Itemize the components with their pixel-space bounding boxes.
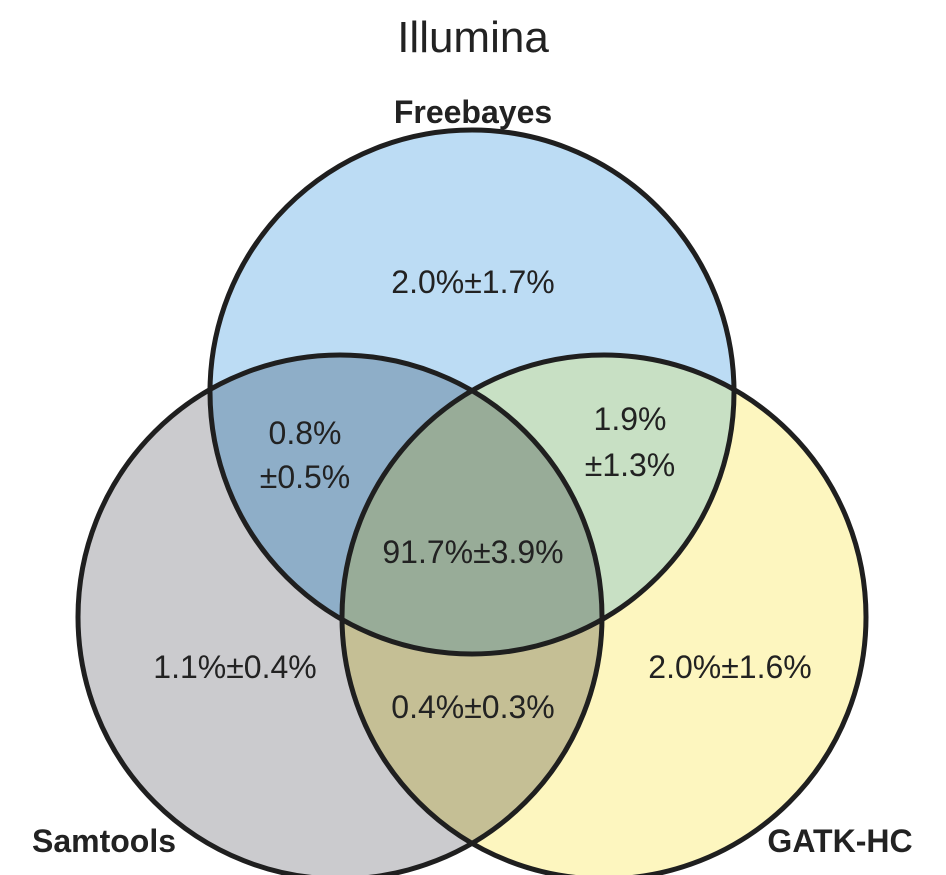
samtools-only-value: 1.1%±0.4% (153, 649, 316, 685)
samtools-gatk-value: 0.4%±0.3% (391, 689, 554, 725)
gatk-only-value: 2.0%±1.6% (648, 649, 811, 685)
gatk-label: GATK-HC (767, 823, 912, 859)
samtools-outline (75, 352, 605, 875)
diagram-title: Illumina (397, 13, 549, 62)
gatk-outline (339, 352, 869, 875)
freebayes-gatk-value-line2: ±1.3% (585, 447, 676, 483)
all-three-overlap (342, 355, 602, 654)
freebayes-gatk-value-line1: 1.9% (594, 401, 667, 437)
freebayes-samtools-value-line2: ±0.5% (260, 459, 351, 495)
all-three-value: 91.7%±3.9% (382, 534, 563, 570)
freebayes-only-value: 2.0%±1.7% (391, 264, 554, 300)
samtools-label: Samtools (32, 823, 176, 859)
freebayes-label: Freebayes (394, 94, 552, 130)
freebayes-samtools-value-line1: 0.8% (269, 415, 342, 451)
